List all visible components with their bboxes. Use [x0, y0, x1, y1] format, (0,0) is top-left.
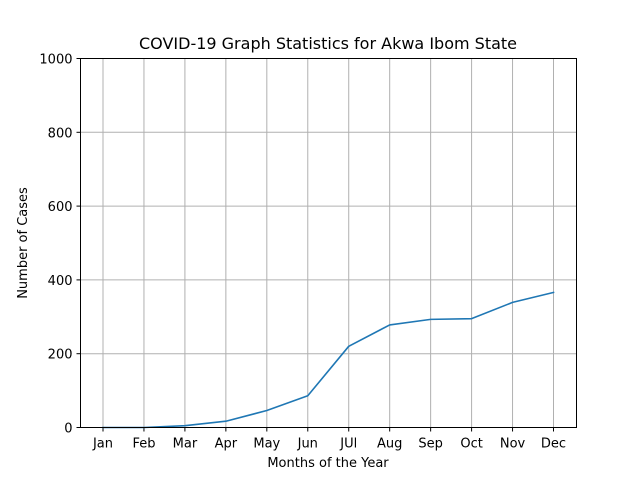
x-tick-label: Mar — [173, 437, 198, 452]
y-tick-label: 0 — [64, 422, 72, 437]
x-tick-label: May — [253, 437, 280, 452]
x-axis-label: Months of the Year — [267, 456, 389, 471]
x-tick-label: Jan — [92, 437, 113, 452]
x-tick-label: Jun — [297, 437, 318, 452]
x-tick-label: Sep — [418, 437, 443, 452]
y-tick-label: 200 — [48, 348, 73, 363]
x-tick-label: JUl — [339, 437, 357, 452]
chart-title: COVID-19 Graph Statistics for Akwa Ibom … — [139, 34, 517, 53]
y-tick-label: 600 — [48, 200, 73, 215]
y-tick-label: 800 — [48, 126, 73, 141]
x-tick-label: Apr — [215, 437, 238, 452]
y-axis-label: Number of Cases — [16, 187, 31, 299]
plot-frame — [80, 58, 577, 428]
y-tick-label: 400 — [48, 274, 73, 289]
x-tick-label: Feb — [132, 437, 155, 452]
x-tick-label: Dec — [541, 437, 566, 452]
y-tick-label: 1000 — [39, 53, 72, 68]
axis-ticks: Jan Feb Mar Apr May Jun JUl Aug Sep Oct Nov Dec 0 200… — [39, 53, 566, 452]
series-layer — [102, 291, 555, 429]
grid-lines — [80, 58, 577, 428]
x-tick-label: Oct — [460, 437, 482, 452]
x-tick-label: Aug — [377, 437, 402, 452]
x-tick-label: Nov — [500, 437, 526, 452]
series-line — [102, 291, 555, 429]
